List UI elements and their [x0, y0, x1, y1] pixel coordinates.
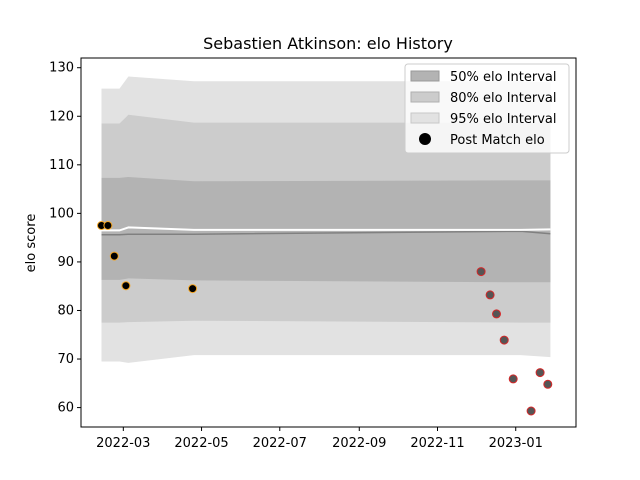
x-tick-label-1: 2022-03	[96, 436, 150, 451]
post-match-elo-point-6	[476, 267, 486, 277]
x-tick-label-2: 2022-05	[174, 436, 228, 451]
legend-swatch-3	[410, 112, 440, 124]
y-tick-label-110: 110	[49, 158, 74, 173]
legend-swatch-1	[410, 70, 440, 82]
x-tick-label-3: 2022-07	[253, 436, 307, 451]
x-tick-label-4: 2022-09	[332, 436, 386, 451]
legend-label-3: 95% elo Interval	[450, 112, 557, 127]
y-tick-label-70: 70	[57, 352, 74, 367]
y-axis-label: elo score	[24, 214, 39, 273]
legend-box	[404, 63, 570, 154]
axes-frame	[80, 57, 577, 428]
legend-label-1: 50% elo Interval	[450, 70, 557, 85]
legend: 50% elo Interval 80% elo Interval 95% elo …	[404, 63, 570, 154]
post-match-elo-point-8	[492, 309, 501, 319]
post-match-elo-point-7	[485, 290, 495, 300]
y-tick-label-100: 100	[49, 206, 74, 221]
post-match-elo-point-11	[526, 406, 536, 416]
post-match-elo-point-12	[535, 368, 545, 378]
y-tick-label-90: 90	[57, 255, 74, 270]
post-match-elo-point-2	[103, 221, 113, 230]
post-match-elo-point-9	[499, 335, 509, 345]
legend-marker	[419, 133, 431, 145]
post-match-elo-point-3	[109, 251, 119, 261]
legend-label-2: 80% elo Interval	[450, 91, 557, 106]
x-tick-label-5: 2022-11	[410, 436, 464, 451]
post-match-elo-point-5	[188, 284, 198, 294]
y-tick-label-80: 80	[57, 303, 74, 318]
mean-elo-line	[101, 226, 551, 232]
legend-label-4: Post Match elo	[450, 133, 545, 148]
y-tick-label-60: 60	[57, 401, 74, 416]
x-tick-label-6: 2023-01	[489, 436, 543, 451]
prior-elo-line	[101, 230, 551, 236]
y-tick-label-130: 130	[49, 61, 74, 76]
legend-swatch-2	[410, 91, 440, 103]
y-tick-label-120: 120	[49, 109, 74, 124]
post-match-elo-point-10	[508, 374, 518, 384]
chart-title: Sebastien Atkinson: elo History	[203, 34, 453, 53]
post-match-elo-point-13	[543, 379, 553, 389]
post-match-elo-point-4	[121, 281, 131, 291]
